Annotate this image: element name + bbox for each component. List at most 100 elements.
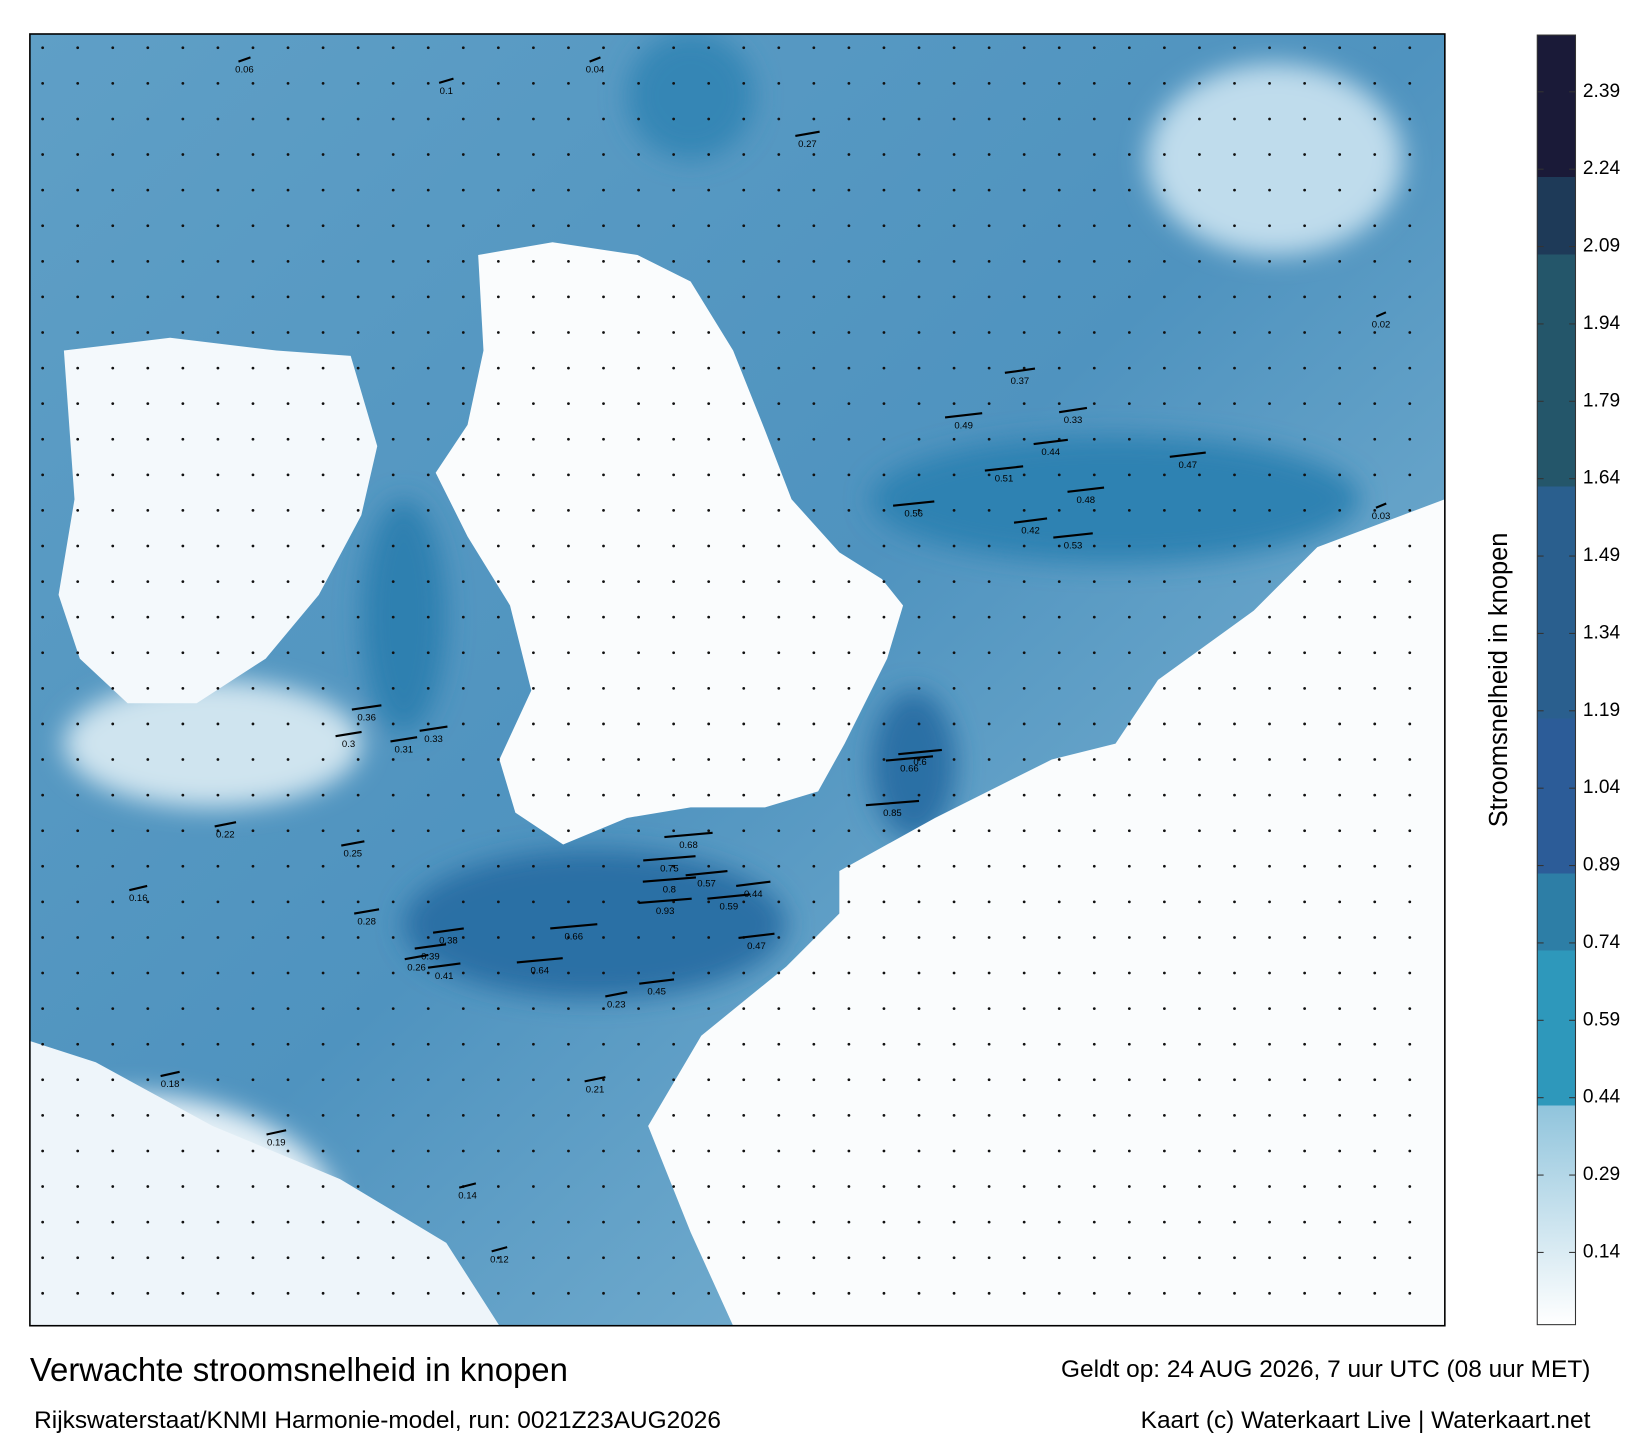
grid-dot: [1303, 651, 1306, 655]
grid-dot: [1092, 1078, 1096, 1082]
grid-dot: [1268, 1007, 1271, 1011]
grid-dot: [882, 758, 886, 761]
grid-dot: [461, 46, 465, 50]
grid-dot: [1057, 46, 1061, 50]
grid-dot: [496, 758, 500, 761]
grid-dot: [391, 722, 395, 726]
grid-dot: [847, 651, 851, 655]
grid-dot: [1163, 900, 1166, 904]
grid-dot: [777, 82, 781, 85]
grid-dot: [1198, 651, 1201, 655]
grid-dot: [987, 580, 991, 583]
grid-dot: [777, 758, 781, 761]
grid-dot: [111, 82, 115, 85]
speed-label: 0.48: [1076, 495, 1095, 506]
grid-dot: [496, 1185, 500, 1188]
grid-dot: [1092, 259, 1096, 263]
grid-dot: [1338, 366, 1342, 370]
grid-dot: [567, 1042, 570, 1046]
current-arrow: [639, 978, 675, 985]
grid-dot: [1373, 1078, 1377, 1082]
grid-dot: [391, 188, 395, 192]
grid-dot: [1198, 1185, 1201, 1188]
land-continent: [648, 499, 1445, 1326]
grid-dot: [742, 1220, 746, 1224]
colorbar-tick-label: 0.44: [1583, 1087, 1621, 1108]
current-arrow: [432, 927, 464, 934]
grid-dot: [391, 1042, 395, 1046]
grid-dot: [882, 971, 886, 975]
grid-dot: [1163, 544, 1166, 548]
grid-dot: [1127, 402, 1131, 406]
grid-dot: [1373, 473, 1377, 477]
grid-dot: [812, 1291, 816, 1295]
grid-dot: [987, 402, 991, 406]
grid-dot: [1127, 971, 1131, 975]
grid-dot: [1092, 829, 1096, 833]
grid-dot: [356, 900, 360, 904]
grid-dot: [251, 936, 255, 939]
grid-dot: [672, 1078, 676, 1082]
grid-dot: [917, 936, 921, 939]
grid-dot: [1022, 900, 1026, 904]
grid-dot: [1373, 402, 1377, 406]
grid-dot: [532, 580, 535, 583]
grid-dot: [461, 936, 465, 939]
speed-label: 0.22: [216, 829, 235, 840]
grid-dot: [356, 686, 360, 690]
grid-dot: [356, 1114, 360, 1117]
grid-dot: [41, 1007, 45, 1011]
grid-dot: [777, 1114, 781, 1117]
grid-dot: [882, 46, 886, 50]
grid-dot: [1268, 864, 1271, 868]
grid-dot: [987, 259, 991, 263]
current-arrow: [944, 412, 983, 419]
colorbar-tick-label: 0.89: [1583, 855, 1620, 876]
grid-dot: [1268, 900, 1271, 904]
grid-dot: [812, 188, 816, 192]
grid-dot: [496, 46, 500, 50]
grid-dot: [1092, 864, 1096, 868]
grid-dot: [602, 544, 605, 548]
grid-dot: [637, 1078, 640, 1082]
grid-dot: [1092, 1149, 1096, 1153]
grid-dot: [672, 829, 676, 833]
grid-dot: [216, 473, 220, 477]
grid-dot: [1373, 686, 1377, 690]
grid-dot: [41, 864, 45, 868]
speed-label: 0.44: [744, 889, 763, 900]
grid-dot: [952, 224, 956, 228]
speed-label: 0.06: [235, 65, 254, 76]
grid-dot: [707, 615, 711, 619]
speed-label: 0.64: [530, 965, 549, 976]
grid-dot: [1233, 153, 1236, 156]
grid-dot: [917, 1149, 921, 1153]
grid-dot: [426, 46, 430, 50]
grid-dot: [602, 366, 605, 370]
grid-dot: [41, 46, 45, 50]
grid-dot: [496, 1114, 500, 1117]
grid-dot: [742, 437, 746, 441]
grid-dot: [532, 544, 535, 548]
grid-dot: [1338, 900, 1342, 904]
grid-dot: [1303, 259, 1306, 263]
grid-dot: [1022, 1220, 1026, 1224]
grid-dot: [917, 971, 921, 975]
grid-dot: [567, 829, 570, 833]
grid-dot: [1127, 758, 1131, 761]
grid-dot: [181, 544, 185, 548]
grid-dot: [742, 793, 746, 797]
current-arrow: [1013, 517, 1048, 524]
grid-dot: [917, 580, 921, 583]
grid-dot: [847, 82, 851, 85]
grid-dot: [1092, 295, 1096, 299]
grid-dot: [672, 722, 676, 726]
grid-dot: [707, 686, 711, 690]
valid-time: Geldt op: 24 AUG 2026, 7 uur UTC (08 uur…: [1061, 1356, 1590, 1383]
grid-dot: [1408, 615, 1412, 619]
grid-dot: [637, 829, 640, 833]
grid-dot: [1268, 46, 1271, 50]
grid-dot: [812, 509, 816, 512]
grid-dot: [602, 1149, 605, 1153]
grid-dot: [1163, 1185, 1166, 1188]
